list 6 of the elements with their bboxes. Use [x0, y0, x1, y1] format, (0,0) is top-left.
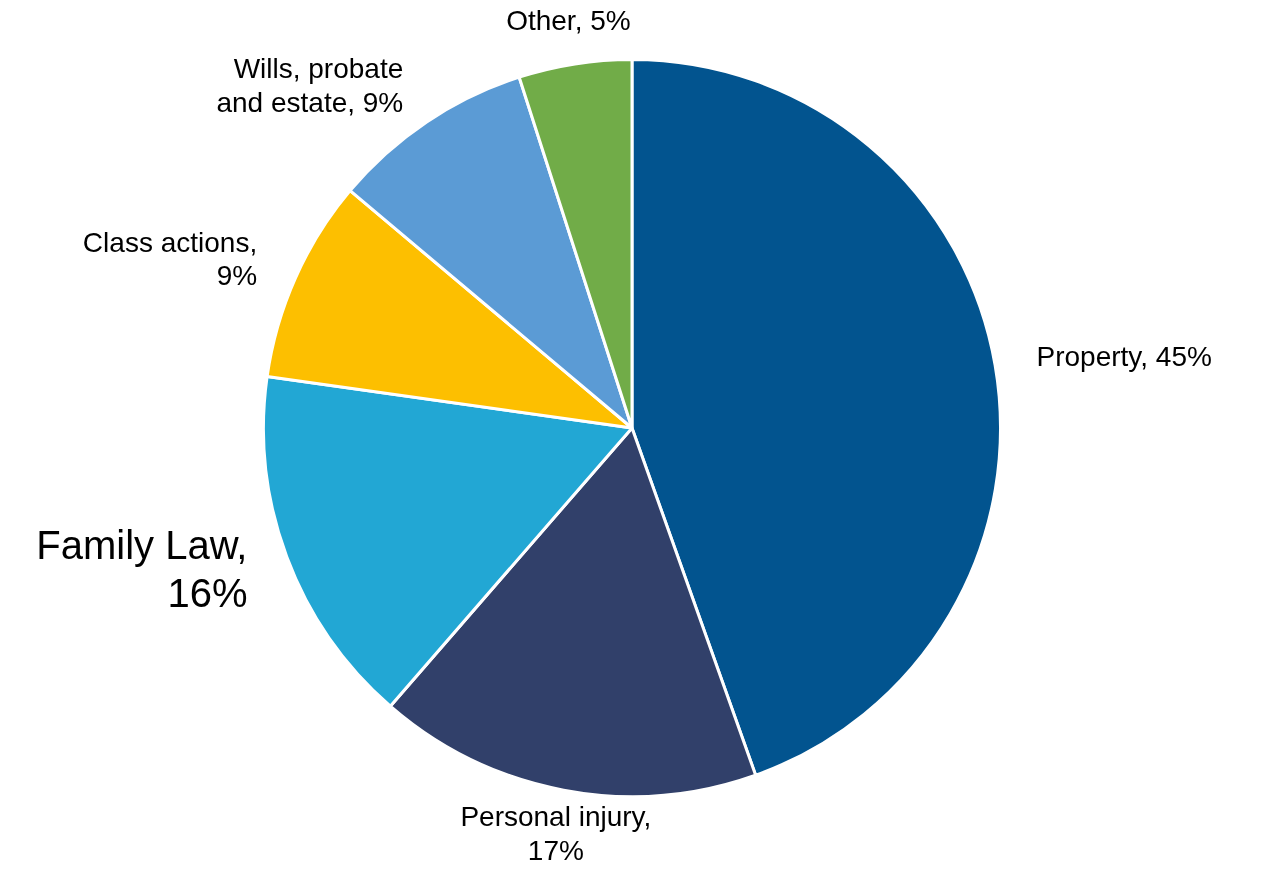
slice-label: Family Law, 16%	[36, 522, 248, 615]
slice-label: Wills, probate and estate, 9%	[216, 53, 404, 118]
slice-label: Other, 5%	[506, 5, 631, 37]
slice-label: Property, 45%	[1036, 340, 1212, 372]
slice-label: Personal injury, 17%	[460, 801, 652, 866]
slice-label: Class actions, 9%	[82, 226, 258, 292]
